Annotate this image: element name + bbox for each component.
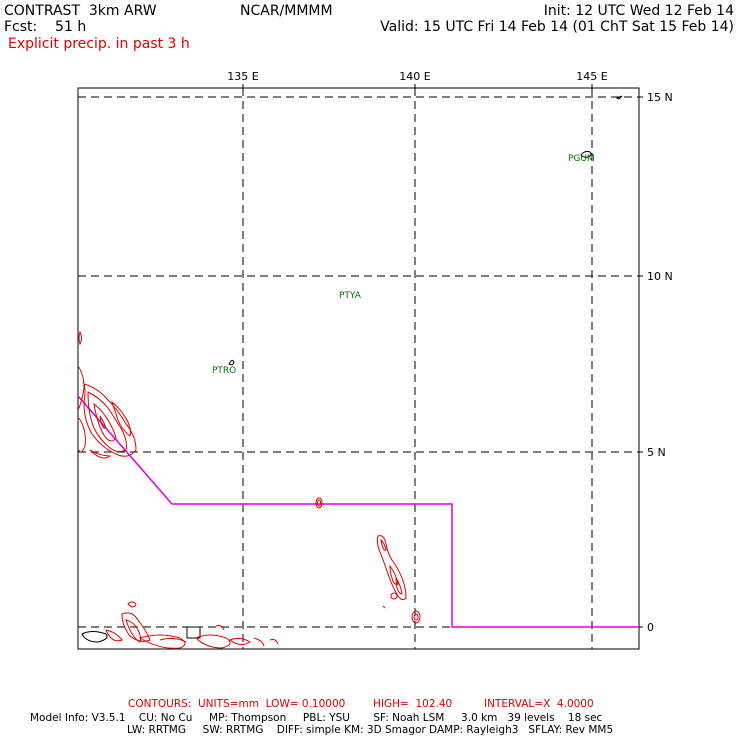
island-small-ne <box>615 95 623 100</box>
contour-interval: INTERVAL=X 4.0000 <box>484 698 594 710</box>
forecast-hour: Fcst: 51 h <box>4 19 87 35</box>
lon-label-145: 145 E <box>576 70 607 83</box>
model-title: CONTRAST 3km ARW <box>4 3 157 19</box>
island-box <box>186 626 201 639</box>
lat-label-10n: 10 N <box>647 270 673 283</box>
map-frame <box>77 87 640 650</box>
lat-label-0: 0 <box>647 621 654 634</box>
lon-label-140: 140 E <box>399 70 430 83</box>
graticule <box>78 88 639 649</box>
island-outlines <box>81 95 623 643</box>
field-title: Explicit precip. in past 3 h <box>8 36 190 52</box>
station-ptya: PTYA <box>339 291 362 301</box>
organization-label: NCAR/MMMM <box>240 3 333 19</box>
station-pgum: PGUM <box>568 154 595 164</box>
lat-label-15n: 15 N <box>647 91 673 104</box>
model-info-line2: LW: RRTMG SW: RRTMG DIFF: simple KM: 3D … <box>127 724 614 736</box>
init-time: Init: 12 UTC Wed 12 Feb 14 <box>543 3 734 19</box>
boundary-line <box>77 395 639 628</box>
precip-contours <box>77 330 421 649</box>
island-sw <box>81 631 108 643</box>
contour-high: HIGH= 102.40 <box>373 698 453 710</box>
island-guam <box>580 150 592 158</box>
ticks <box>242 84 643 628</box>
station-ptro: PTRO <box>212 366 236 376</box>
lon-label-135: 135 E <box>227 70 258 83</box>
contour-units: CONTOURS: UNITS=mm LOW= 0.10000 <box>128 698 346 710</box>
lat-label-5n: 5 N <box>647 446 666 459</box>
valid-time: Valid: 15 UTC Fri 14 Feb 14 (01 ChT Sat … <box>380 19 734 35</box>
island-palau <box>228 359 235 366</box>
model-info-line1: Model Info: V3.5.1 CU: No Cu MP: Thompso… <box>30 712 603 724</box>
